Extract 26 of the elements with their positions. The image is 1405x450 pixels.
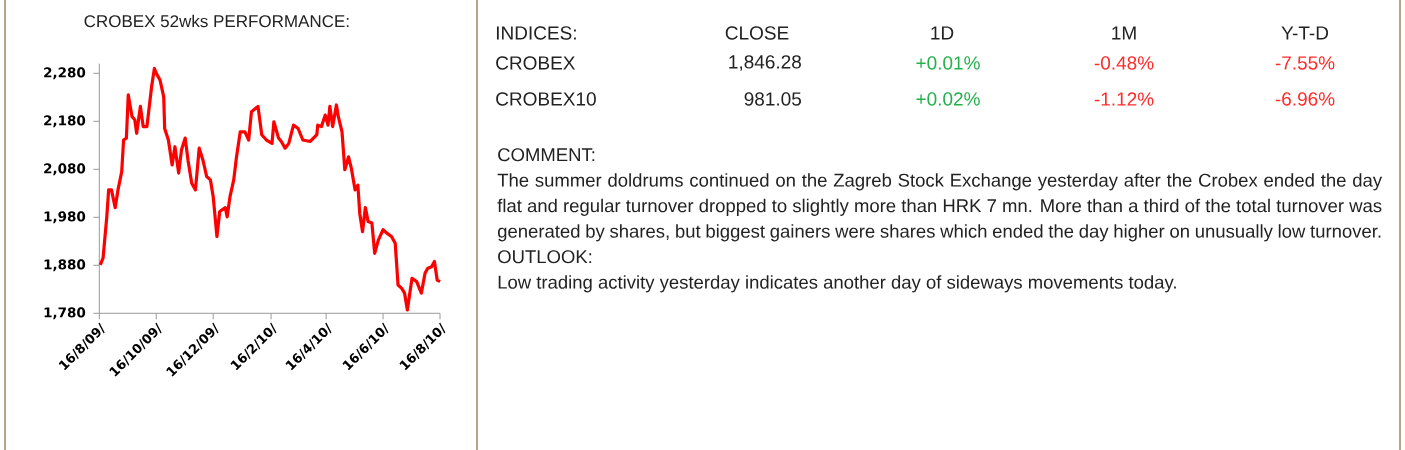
y-tick-label: 1,880: [44, 259, 86, 272]
chart-title: CROBEX 52wks PERFORMANCE:: [84, 14, 349, 28]
y-tick-label: 1,780: [44, 307, 86, 320]
text: Low trading activity yesterday indicates another day of sideways movements today.: [498, 275, 1176, 293]
text: OUTLOOK:: [498, 250, 592, 264]
text: -0.48%: [1094, 56, 1154, 70]
y-tick-label: 2,280: [44, 67, 86, 80]
text: The summer doldrums continued on the Zagreb Stock Exchange yesterday after the Crobex ended the day flat and regular turnover dropped to slightly more than HRK 7 mn. More than a third of the total turnover was generated by shares, but biggest gainers were shares which ended the day higher on unusually low turnover.: [497, 173, 1383, 242]
text: CROBEX10: [496, 92, 596, 106]
text: -7.55%: [1275, 56, 1335, 70]
text: 1,846.28: [729, 55, 801, 71]
y-tick-label: 2,080: [44, 163, 86, 176]
y-tick-label: 2,180: [44, 115, 86, 128]
text: -1.12%: [1094, 92, 1154, 106]
y-tick-label: 1,980: [44, 211, 86, 224]
text: -6.96%: [1275, 92, 1335, 106]
text: +0.02%: [916, 92, 980, 106]
text: INDICES:: [496, 26, 576, 40]
text: 1D: [931, 26, 954, 40]
text: COMMENT:: [498, 148, 595, 162]
text: Y-T-D: [1281, 26, 1329, 40]
text: 981.05: [744, 92, 801, 106]
text: CROBEX: [496, 56, 576, 70]
text: CLOSE: [725, 26, 789, 40]
text: +0.01%: [916, 56, 980, 70]
text: 1M: [1112, 26, 1136, 40]
